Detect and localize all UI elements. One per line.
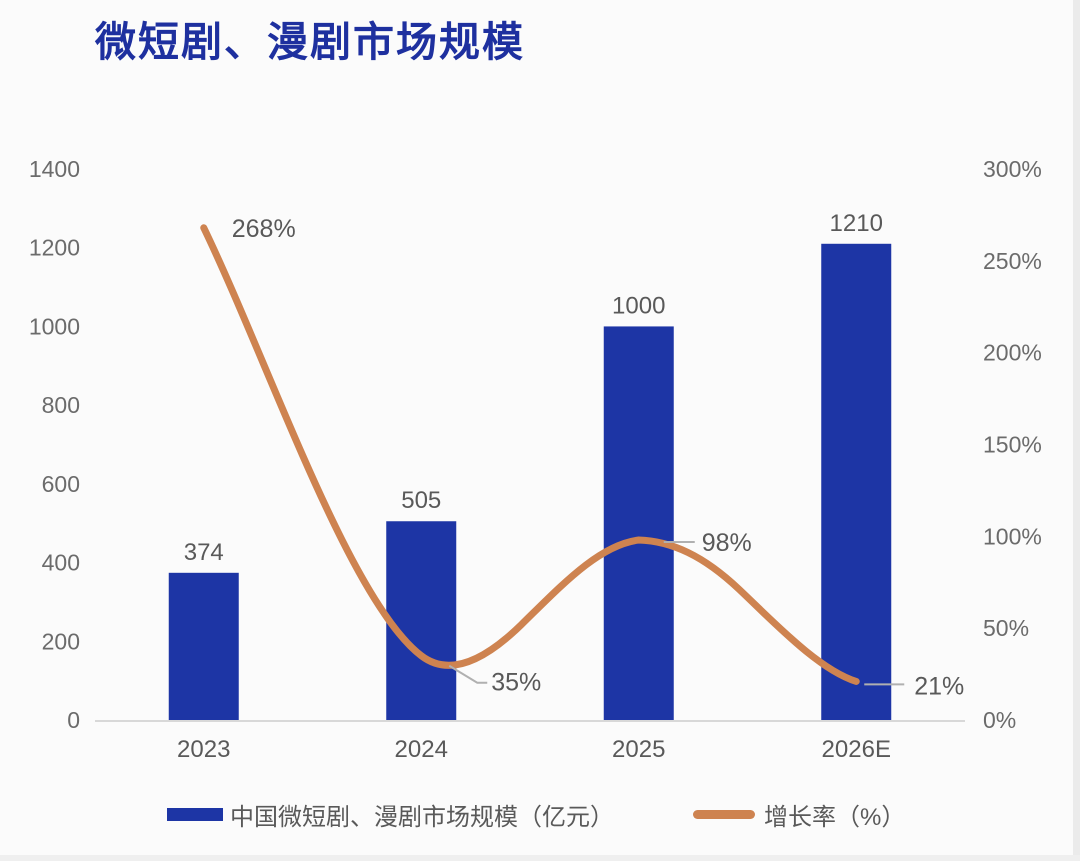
screenshot-edge	[0, 855, 1080, 861]
bar-value-label: 505	[401, 487, 441, 514]
x-axis-category-label: 2024	[395, 736, 448, 763]
left-axis-tick-label: 0	[67, 707, 80, 733]
bar-2024	[386, 521, 457, 720]
bar-2023	[168, 572, 239, 720]
leader-line	[448, 664, 488, 684]
left-axis-tick-label: 400	[42, 550, 80, 576]
line-value-label: 21%	[914, 672, 964, 700]
right-axis-tick-label: 250%	[983, 248, 1042, 274]
right-axis-tick-label: 0%	[983, 707, 1016, 733]
growth-rate-line	[200, 224, 860, 685]
bar-value-label: 1210	[830, 210, 883, 237]
left-axis-tick-label: 1400	[29, 156, 80, 182]
line-value-label: 98%	[702, 529, 752, 557]
legend-label: 增长率（%）	[764, 803, 906, 831]
right-axis-tick-label: 100%	[983, 523, 1042, 549]
legend-item-market-size: 中国微短剧、漫剧市场规模（亿元）	[167, 798, 614, 831]
right-axis-tick-label: 150%	[983, 432, 1042, 458]
screenshot-edge	[1073, 0, 1080, 861]
left-axis-tick-label: 200	[42, 628, 80, 654]
x-axis-category-label: 2026E	[822, 736, 891, 763]
left-axis-tick-label: 1000	[29, 313, 80, 339]
right-axis-tick-label: 50%	[983, 615, 1029, 641]
line-value-label: 35%	[491, 669, 541, 697]
left-axis-tick-label: 1200	[29, 235, 80, 261]
right-axis-tick-label: 200%	[983, 340, 1042, 366]
line-series-swatch-icon	[693, 809, 755, 819]
x-axis-category-label: 2025	[612, 736, 665, 763]
left-axis-tick-label: 800	[42, 392, 80, 418]
bar-series-swatch-icon	[167, 807, 223, 821]
bar-value-label: 1000	[612, 292, 665, 319]
page-title: 微短剧、漫剧市场规模	[95, 19, 525, 65]
chart-legend: 中国微短剧、漫剧市场规模（亿元） 增长率（%）	[0, 798, 1080, 838]
bar-value-label: 374	[184, 539, 224, 566]
bar-2025	[603, 326, 674, 720]
right-axis-tick-label: 300%	[983, 156, 1042, 182]
bar-2026E	[821, 243, 892, 720]
left-axis-tick-label: 600	[42, 471, 80, 497]
line-value-label: 268%	[232, 215, 296, 243]
legend-item-growth-rate: 增长率（%）	[693, 798, 906, 831]
legend-label: 中国微短剧、漫剧市场规模（亿元）	[230, 803, 614, 831]
x-axis-category-label: 2023	[177, 736, 230, 763]
